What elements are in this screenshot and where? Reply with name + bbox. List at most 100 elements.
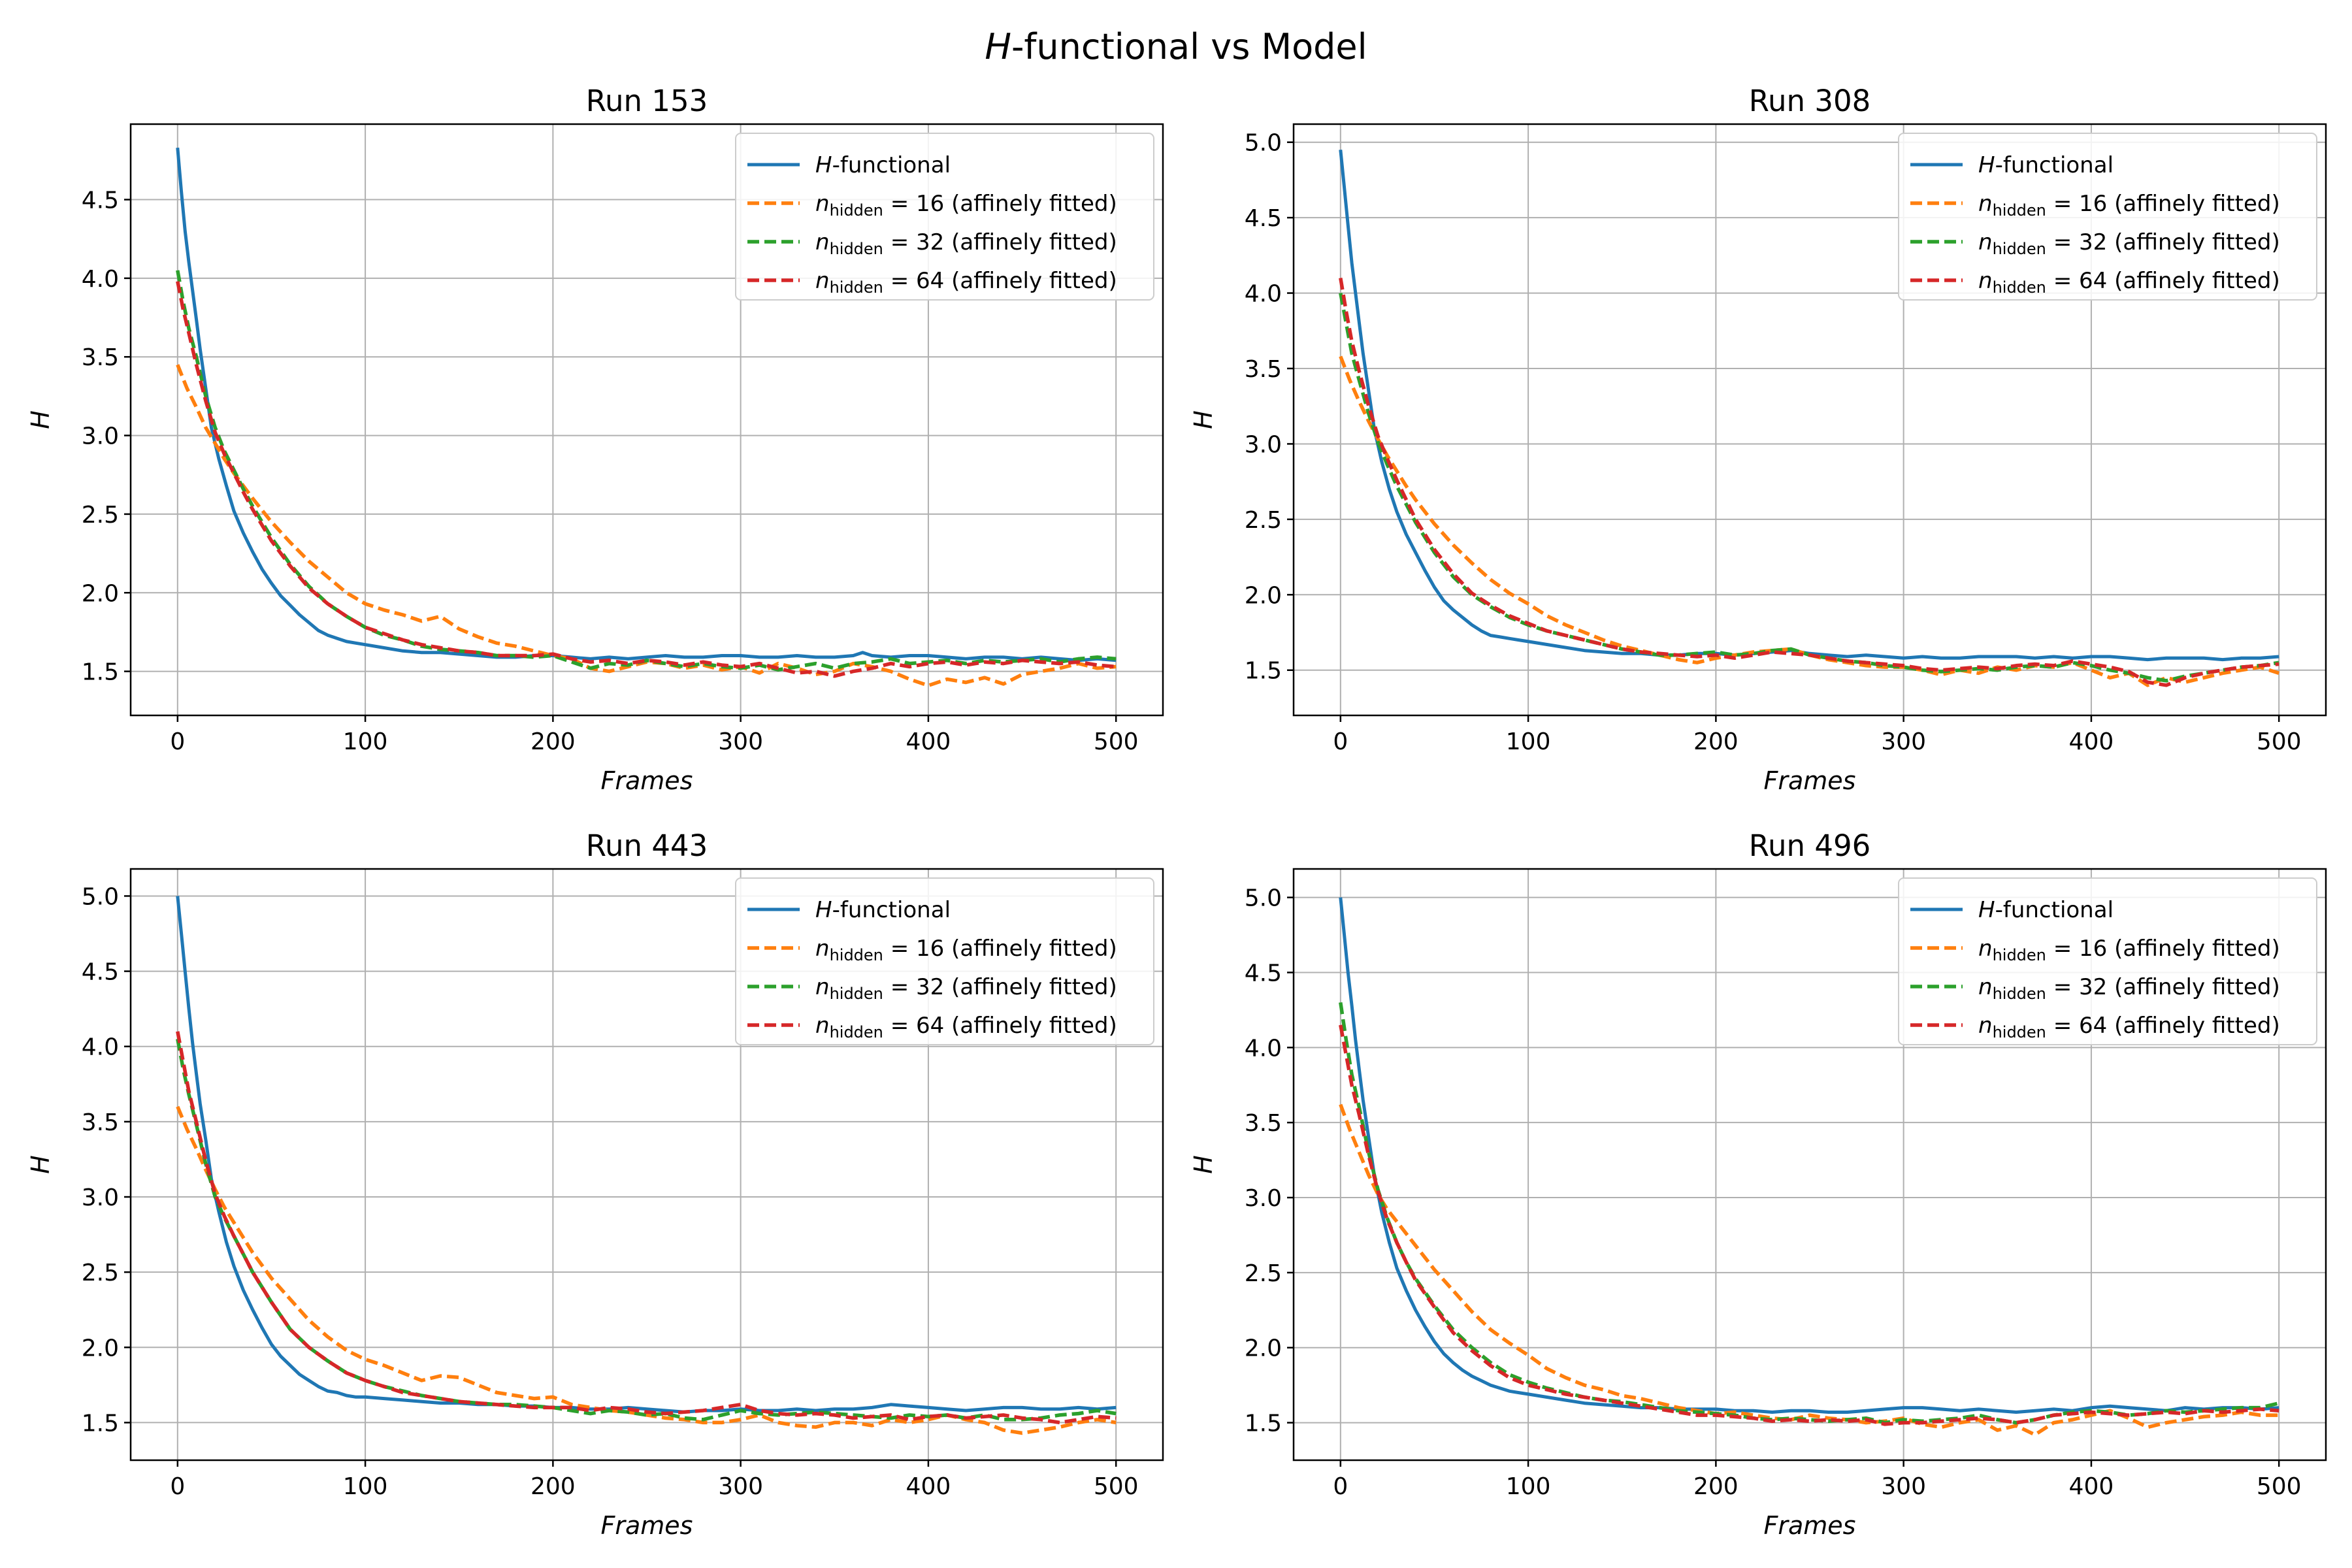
series-line-nhidden-16: [176, 1105, 1117, 1435]
legend-label: nhidden = 16 (affinely fitted): [1978, 936, 2280, 964]
y-tick-label: 2.5: [1245, 507, 1282, 534]
legend-label: nhidden = 64 (affinely fitted): [1978, 1013, 2280, 1041]
x-tick-label: 400: [2069, 1473, 2114, 1500]
y-tick-label: 3.0: [1245, 431, 1282, 458]
legend-rest: -functional: [1995, 897, 2114, 923]
y-axis-label: H: [1189, 1155, 1218, 1174]
y-tick-label: 3.5: [82, 1109, 119, 1136]
y-tick-label: 4.5: [1245, 960, 1282, 987]
legend-label: nhidden = 16 (affinely fitted): [815, 191, 1117, 220]
legend-subscript: hidden: [1993, 201, 2046, 220]
legend-subscript: hidden: [1993, 1023, 2046, 1041]
x-tick-label: 300: [1881, 1473, 1926, 1500]
legend-subscript: hidden: [1993, 985, 2046, 1003]
y-tick-label: 4.5: [1245, 205, 1282, 232]
y-tick-label: 2.0: [82, 580, 119, 607]
y-tick-label: 1.5: [1245, 658, 1282, 685]
legend-box: [735, 877, 1154, 1045]
legend-subscript: hidden: [1993, 240, 2046, 258]
legend-n: n: [815, 1013, 830, 1039]
legend-italic: H: [1978, 152, 1995, 178]
x-tick-label: 0: [170, 1473, 185, 1500]
legend-n: n: [1978, 974, 1993, 1000]
x-tick-label: 400: [906, 1473, 951, 1500]
x-tick-label: 500: [1094, 1473, 1139, 1500]
y-tick-label: 4.5: [82, 959, 119, 986]
axes-frame: [129, 123, 1164, 717]
legend-label: nhidden = 32 (affinely fitted): [815, 974, 1117, 1003]
legend-label: nhidden = 64 (affinely fitted): [1978, 268, 2280, 297]
x-tick-label: 500: [2257, 1473, 2302, 1500]
series-line-nhidden-64: [176, 281, 1117, 678]
chart-title: Run 308: [1749, 84, 1870, 118]
legend-rest: = 32 (affinely fitted): [2046, 974, 2280, 1000]
legend-rest: = 32 (affinely fitted): [883, 229, 1117, 255]
y-tick-label: 1.5: [82, 659, 119, 686]
legend-n: n: [815, 974, 830, 1000]
legend-n: n: [1978, 268, 1993, 294]
x-tick-label: 300: [718, 728, 763, 755]
legend-subscript: hidden: [830, 946, 883, 964]
legend-label: nhidden = 32 (affinely fitted): [815, 229, 1117, 258]
legend-rest: = 16 (affinely fitted): [883, 936, 1117, 962]
series-line-nhidden-32: [1339, 1002, 2279, 1425]
legend-italic: H: [815, 897, 832, 923]
x-tick-label: 400: [906, 728, 951, 755]
series-line-nhidden-32: [1339, 293, 2279, 683]
x-tick-label: 100: [1506, 728, 1551, 755]
series-line-nhidden-32: [176, 1038, 1117, 1422]
legend-n: n: [1978, 229, 1993, 255]
series-line-nhidden-16: [176, 364, 1117, 688]
legend-n: n: [1978, 1013, 1993, 1039]
legend-rest: = 64 (affinely fitted): [2046, 268, 2280, 294]
legend-subscript: hidden: [830, 985, 883, 1003]
chart-title: Run 496: [1749, 828, 1870, 863]
series-line-nhidden-64: [1339, 278, 2279, 687]
legend-n: n: [815, 191, 830, 217]
legend-subscript: hidden: [830, 278, 883, 297]
series-line-nhidden-64: [1339, 1024, 2279, 1426]
legend-box: [735, 133, 1154, 301]
legend-label: H-functional: [1978, 897, 2114, 923]
y-tick-label: 4.0: [82, 1034, 119, 1061]
x-tick-label: 200: [1693, 1473, 1739, 1500]
figure-title-rest: -functional vs Model: [1011, 26, 1367, 67]
y-tick-label: 3.0: [82, 1184, 119, 1211]
legend-n: n: [1978, 936, 1993, 962]
chart-title: Run 153: [586, 84, 708, 118]
x-axis-label: Frames: [1764, 766, 1856, 795]
y-tick-label: 5.0: [1245, 130, 1282, 157]
legend-label: H-functional: [815, 897, 951, 923]
series-line-nhidden-16: [1339, 355, 2280, 687]
legend-label: nhidden = 32 (affinely fitted): [1978, 229, 2280, 258]
legend-rest: -functional: [832, 897, 951, 923]
x-axis-label: Frames: [601, 1511, 693, 1540]
x-tick-label: 100: [343, 728, 388, 755]
legend-italic: H: [1978, 897, 1995, 923]
legend-rest: = 64 (affinely fitted): [883, 268, 1117, 294]
x-tick-label: 0: [1333, 728, 1348, 755]
legend-label: H-functional: [815, 152, 951, 178]
axes-frame: [1292, 868, 2327, 1462]
series-line-nhidden-64: [176, 1031, 1117, 1425]
y-tick-label: 3.5: [82, 344, 119, 371]
y-tick-label: 3.0: [1245, 1185, 1282, 1212]
y-tick-label: 5.0: [1245, 885, 1282, 912]
legend-rest: -functional: [832, 152, 951, 178]
x-tick-label: 500: [2257, 728, 2302, 755]
chart-panel-2: 0 100 200 300 400 500 1.5 2.0 2.5 3.0 3.5 4.0 4.5 5.0…: [1189, 84, 2327, 795]
legend-rest: = 64 (affinely fitted): [2046, 1013, 2280, 1039]
chart-title: Run 443: [586, 828, 708, 863]
y-tick-label: 2.5: [82, 1260, 119, 1286]
x-axis-label: Frames: [601, 766, 693, 795]
y-tick-label: 4.0: [1245, 1035, 1282, 1062]
chart-panel-1: 0 100 200 300 400 500 1.5 2.0 2.5 3.0 3.5 4.0 4.5 Fra…: [26, 84, 1164, 795]
y-tick-label: 3.5: [1245, 1110, 1282, 1137]
y-tick-label: 4.0: [82, 266, 119, 293]
legend-n: n: [815, 229, 830, 255]
x-tick-label: 0: [170, 728, 185, 755]
legend-label: nhidden = 64 (affinely fitted): [815, 268, 1117, 297]
legend-rest: = 16 (affinely fitted): [883, 191, 1117, 217]
legend-italic: H: [815, 152, 832, 178]
